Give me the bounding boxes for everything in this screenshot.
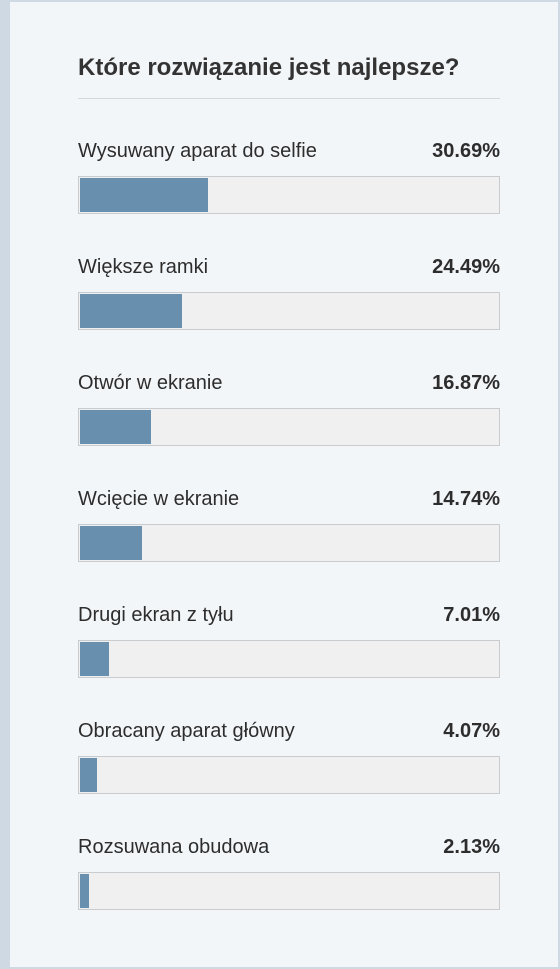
poll-results: Które rozwiązanie jest najlepsze? Wysuwa… [78,52,500,910]
poll-option-header: Otwór w ekranie 16.87% [78,372,500,400]
poll-option: Wcięcie w ekranie 14.74% [78,488,500,562]
poll-option: Otwór w ekranie 16.87% [78,372,500,446]
poll-option-percent: 24.49% [432,256,500,278]
poll-bar-track [78,408,500,446]
poll-option-header: Rozsuwana obudowa 2.13% [78,836,500,864]
poll-option-percent: 2.13% [443,836,500,858]
poll-option: Drugi ekran z tyłu 7.01% [78,604,500,678]
poll-option-label: Rozsuwana obudowa [78,836,270,858]
poll-option-header: Drugi ekran z tyłu 7.01% [78,604,500,632]
poll-bar-track [78,872,500,910]
poll-option-header: Większe ramki 24.49% [78,256,500,284]
poll-option: Rozsuwana obudowa 2.13% [78,836,500,910]
poll-option-label: Wcięcie w ekranie [78,488,240,510]
poll-option-percent: 7.01% [443,604,500,626]
poll-option: Wysuwany aparat do selfie 30.69% [78,140,500,214]
poll-options-list: Wysuwany aparat do selfie 30.69% Większe… [78,140,500,910]
poll-bar-fill [80,410,151,444]
poll-option-label: Większe ramki [78,256,209,278]
poll-option: Obracany aparat główny 4.07% [78,720,500,794]
poll-bar-fill [80,526,142,560]
poll-option-percent: 4.07% [443,720,500,742]
poll-option: Większe ramki 24.49% [78,256,500,330]
poll-option-header: Wcięcie w ekranie 14.74% [78,488,500,516]
poll-bar-track [78,176,500,214]
poll-option-label: Wysuwany aparat do selfie [78,140,317,162]
poll-option-label: Obracany aparat główny [78,720,295,742]
poll-option-header: Wysuwany aparat do selfie 30.69% [78,140,500,168]
poll-title: Które rozwiązanie jest najlepsze? [78,52,500,99]
poll-bar-track [78,524,500,562]
poll-option-label: Drugi ekran z tyłu [78,604,234,626]
poll-option-label: Otwór w ekranie [78,372,223,394]
poll-bar-fill [80,642,110,676]
poll-bar-fill [80,874,89,908]
poll-option-percent: 16.87% [432,372,500,394]
poll-bar-track [78,756,500,794]
poll-bar-fill [80,294,183,328]
poll-bar-fill [80,178,209,212]
poll-option-percent: 30.69% [432,140,500,162]
poll-bar-fill [80,758,97,792]
poll-bar-track [78,640,500,678]
poll-bar-track [78,292,500,330]
poll-option-header: Obracany aparat główny 4.07% [78,720,500,748]
poll-option-percent: 14.74% [432,488,500,510]
